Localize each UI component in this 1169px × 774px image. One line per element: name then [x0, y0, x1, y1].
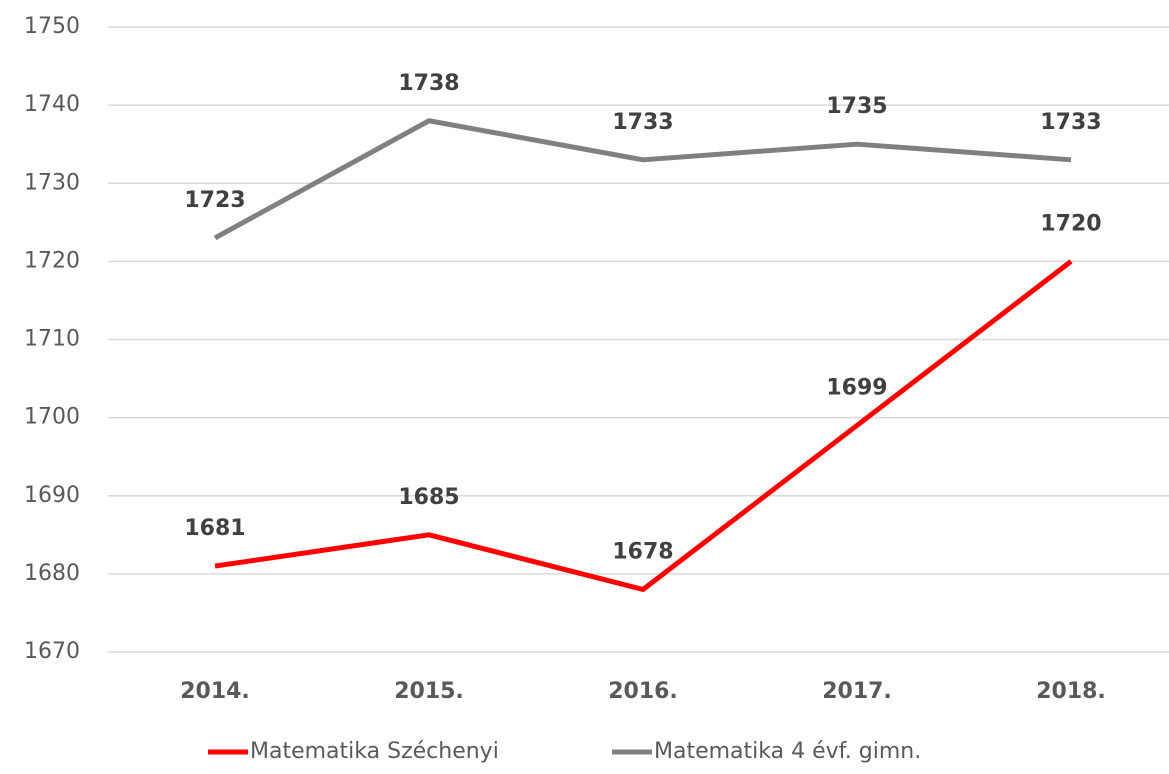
y-tick-label: 1670: [24, 639, 80, 664]
data-label: 1735: [826, 94, 887, 119]
y-tick-label: 1710: [24, 327, 80, 352]
x-tick-label: 2015.: [394, 679, 464, 704]
y-tick-label: 1720: [24, 248, 80, 273]
x-tick-label: 2016.: [608, 679, 678, 704]
series-line: [214, 259, 1073, 592]
y-tick-label: 1740: [24, 92, 80, 117]
y-tick-label: 1690: [24, 483, 80, 508]
data-label: 1681: [184, 516, 245, 541]
y-tick-label: 1700: [24, 405, 80, 430]
x-tick-label: 2018.: [1036, 679, 1106, 704]
x-tick-label: 2017.: [822, 679, 892, 704]
series-line: [213, 118, 1072, 241]
data-label: 1733: [1040, 110, 1101, 135]
data-label: 1723: [184, 188, 245, 213]
y-tick-label: 1750: [24, 14, 80, 39]
data-label: 1699: [826, 375, 887, 400]
legend-label: Matematika 4 évf. gimn.: [654, 739, 921, 764]
y-tick-label: 1730: [24, 170, 80, 195]
x-tick-label: 2014.: [180, 679, 250, 704]
legend-label: Matematika Széchenyi: [250, 739, 499, 764]
data-label: 1678: [612, 540, 673, 565]
data-label: 1738: [398, 71, 459, 96]
y-tick-label: 1680: [24, 561, 80, 586]
data-label: 1720: [1040, 211, 1101, 236]
data-label: 1733: [612, 110, 673, 135]
data-label: 1685: [398, 485, 459, 510]
